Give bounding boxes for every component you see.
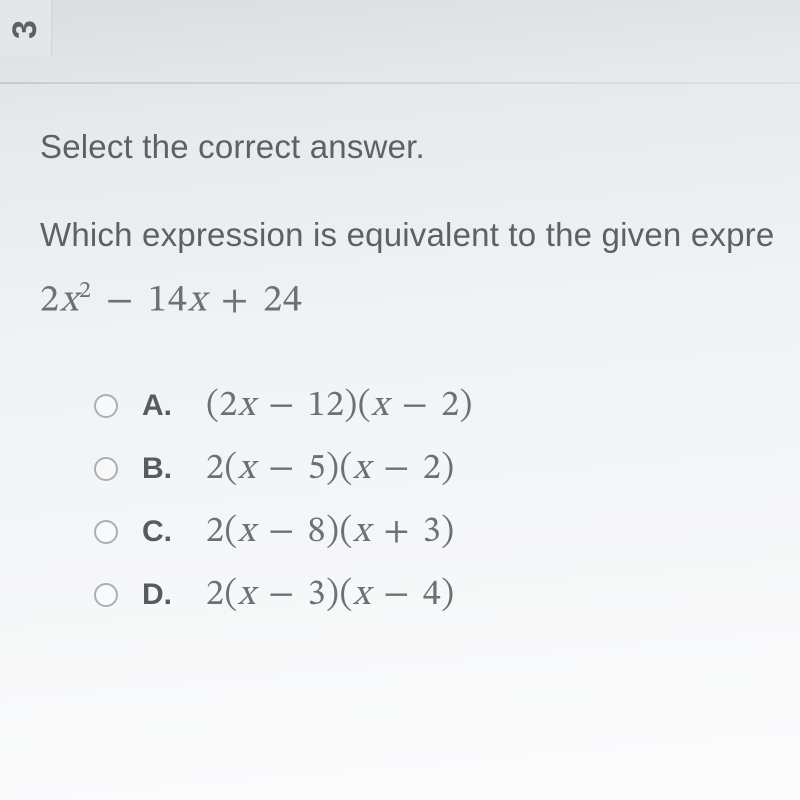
question-content: Select the correct answer. Which express… xyxy=(40,128,800,636)
option-letter: C. xyxy=(142,515,182,549)
option-a[interactable]: A. (2x − 12)(x − 2) xyxy=(94,384,800,429)
instruction-text: Select the correct answer. xyxy=(40,128,800,166)
option-expression: 2(x − 8)(x + 3) xyxy=(206,510,455,555)
option-expression: (2x − 12)(x − 2) xyxy=(206,384,473,429)
option-letter: D. xyxy=(142,578,182,612)
option-letter: A. xyxy=(142,389,182,423)
option-d[interactable]: D. 2(x − 3)(x − 4) xyxy=(94,573,800,618)
page-number: 3 xyxy=(6,20,45,39)
option-letter: B. xyxy=(142,452,182,486)
header-divider xyxy=(0,82,800,84)
option-expression: 2(x − 5)(x − 2) xyxy=(206,447,455,492)
option-c[interactable]: C. 2(x − 8)(x + 3) xyxy=(94,510,800,555)
option-expression: 2(x − 3)(x − 4) xyxy=(206,573,455,618)
option-b[interactable]: B. 2(x − 5)(x − 2) xyxy=(94,447,800,492)
radio-icon[interactable] xyxy=(94,583,118,607)
answer-options: A. (2x − 12)(x − 2) B. 2(x − 5)(x − 2) C… xyxy=(94,384,800,618)
radio-icon[interactable] xyxy=(94,457,118,481)
radio-icon[interactable] xyxy=(94,394,118,418)
radio-icon[interactable] xyxy=(94,520,118,544)
page-number-tab: 3 xyxy=(0,0,52,56)
question-prompt: Which expression is equivalent to the gi… xyxy=(40,216,800,254)
given-expression: 2x2 − 14x + 24 xyxy=(40,276,800,326)
